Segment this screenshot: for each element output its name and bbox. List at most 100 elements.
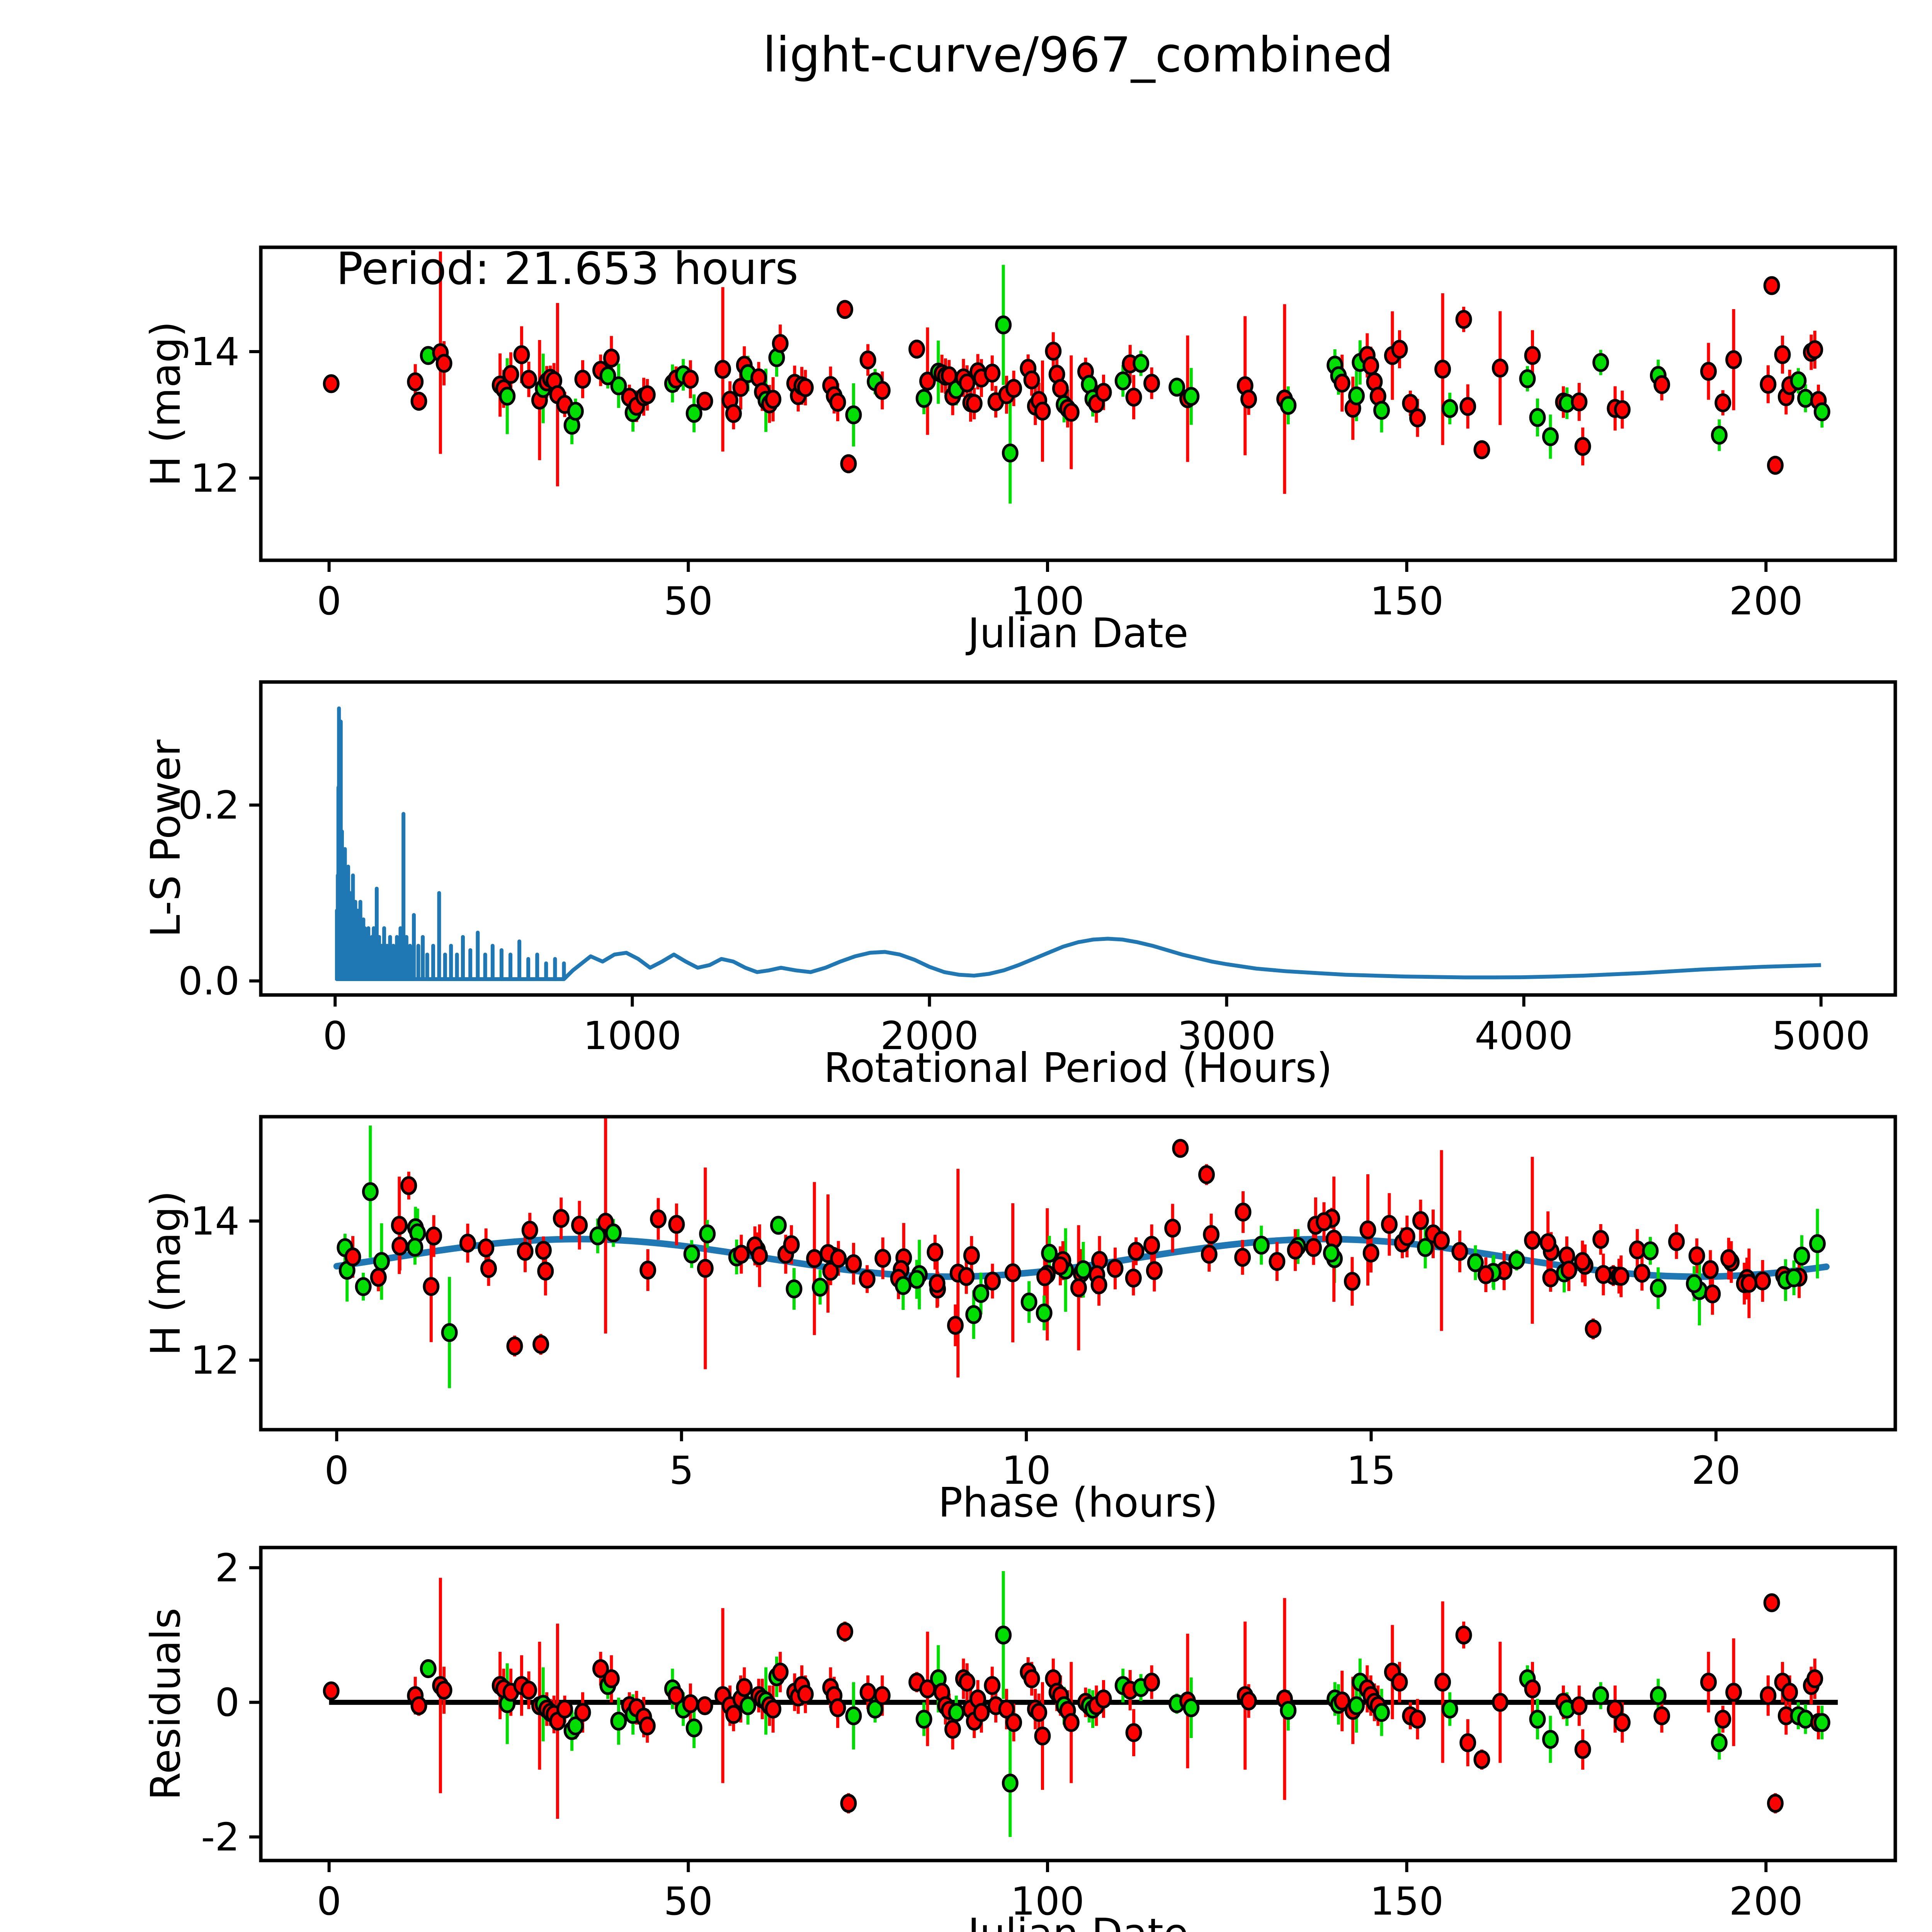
data-point	[1168, 378, 1185, 397]
data-point	[683, 1244, 700, 1264]
data-point	[829, 1698, 846, 1718]
ylabel-residuals: Residuals	[143, 1607, 189, 1801]
data-point	[1045, 342, 1062, 361]
data-point	[639, 1260, 656, 1280]
data-point	[1036, 1267, 1053, 1286]
data-point	[1455, 310, 1472, 329]
data-point	[567, 401, 584, 421]
data-point	[837, 1622, 854, 1641]
data-point	[1740, 1274, 1757, 1293]
data-point	[362, 1182, 379, 1201]
data-point	[370, 1268, 387, 1287]
data-point	[502, 365, 519, 384]
data-point	[1542, 1268, 1559, 1287]
data-point	[574, 369, 591, 389]
data-point	[1417, 1238, 1434, 1257]
data-point	[837, 300, 854, 319]
data-point	[639, 385, 656, 405]
data-point	[959, 373, 976, 393]
tick-label: -2	[201, 1815, 240, 1860]
panel-border	[259, 680, 1897, 997]
data-point	[973, 1284, 990, 1303]
data-point	[1146, 1261, 1163, 1280]
data-point	[1774, 345, 1791, 364]
data-point	[840, 454, 857, 473]
data-point	[1004, 1263, 1021, 1282]
data-point	[323, 374, 340, 393]
data-point	[355, 1277, 372, 1296]
tick-label: 0	[215, 1680, 240, 1725]
data-point	[929, 1274, 946, 1293]
data-point	[423, 1277, 440, 1296]
data-point	[1280, 1701, 1297, 1720]
data-point	[1524, 346, 1541, 365]
data-point	[639, 1716, 656, 1736]
data-point	[998, 1699, 1015, 1719]
data-point	[1642, 1241, 1659, 1260]
data-point	[1519, 369, 1536, 388]
data-point	[965, 1305, 982, 1324]
data-point	[478, 1238, 495, 1258]
data-point	[845, 1254, 862, 1273]
data-point	[947, 1316, 964, 1335]
phased-content	[333, 1117, 1830, 1388]
data-point	[1172, 1139, 1189, 1158]
data-point	[1280, 396, 1297, 415]
data-point	[499, 386, 516, 406]
data-point	[610, 376, 627, 396]
data-point	[1492, 359, 1509, 378]
data-point	[1434, 359, 1451, 379]
data-point	[553, 1209, 570, 1228]
data-point	[1023, 370, 1040, 389]
data-point	[772, 334, 789, 353]
data-point	[732, 378, 749, 397]
data-point	[1381, 1215, 1398, 1234]
data-point	[373, 1252, 390, 1271]
data-point	[770, 1216, 787, 1235]
data-point	[1164, 1218, 1181, 1238]
tick-label: 0	[325, 1448, 349, 1493]
data-point	[391, 1216, 408, 1235]
data-point	[1041, 1243, 1058, 1263]
data-point	[1813, 1713, 1830, 1732]
data-point	[915, 1709, 932, 1729]
data-point	[1034, 1726, 1051, 1746]
data-point	[1359, 1220, 1376, 1240]
data-point	[765, 1699, 782, 1719]
data-point	[1234, 1248, 1251, 1267]
panel-residuals: 0 50 100 150 200 -2 0 2	[201, 1545, 1897, 1924]
data-point	[400, 1176, 417, 1195]
data-point	[567, 1716, 584, 1736]
data-point	[1754, 1271, 1771, 1291]
data-point	[1786, 1268, 1803, 1287]
data-point	[973, 1703, 990, 1722]
ylabel-h-mag-top: H (mag)	[143, 321, 189, 486]
tick-label: 15	[1347, 1448, 1396, 1493]
data-point	[1183, 1698, 1200, 1718]
data-point	[1240, 1691, 1257, 1711]
tick-label: 150	[1370, 1879, 1444, 1924]
data-point	[1362, 1243, 1379, 1263]
data-point	[1542, 1730, 1559, 1749]
data-point	[1574, 1740, 1591, 1759]
data-point	[958, 1267, 975, 1286]
data-point	[1686, 1274, 1703, 1293]
tick-label: 0.2	[178, 783, 240, 828]
data-point	[845, 405, 862, 425]
tick-label: 50	[664, 578, 713, 624]
data-point	[599, 366, 616, 386]
data-point	[391, 1236, 408, 1256]
tick-label: 12	[190, 1338, 240, 1383]
data-point	[535, 1241, 552, 1260]
data-point	[571, 1216, 588, 1235]
data-point	[435, 1680, 452, 1700]
data-point	[1203, 1225, 1220, 1244]
data-point	[736, 1678, 753, 1697]
data-point	[1005, 1713, 1022, 1732]
tick-label: 50	[664, 1879, 713, 1924]
data-point	[1373, 401, 1390, 420]
data-point	[682, 1694, 699, 1713]
data-point	[811, 1277, 828, 1297]
data-point	[1128, 1242, 1145, 1261]
data-point	[944, 1719, 961, 1739]
